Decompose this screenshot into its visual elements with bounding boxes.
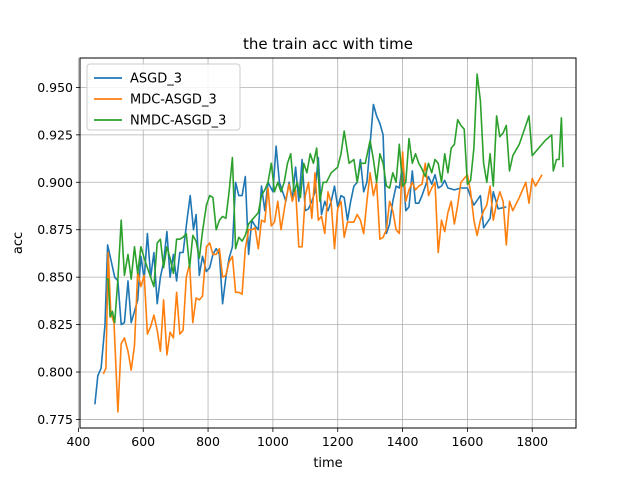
y-tick-label: 0.825 [37,317,73,332]
y-axis-ticks: 0.775 0.800 0.825 0.850 0.875 0.900 0.925 0.950 [37,80,80,427]
x-tick-label: 1200 [322,434,354,449]
x-axis-ticks: 400 600 800 1000 1200 1400 1600 1800 [66,428,548,449]
y-tick-label: 0.775 [37,412,73,427]
legend-label: MDC-ASGD_3 [130,93,217,108]
plot-frame [79,57,577,429]
y-tick-label: 0.800 [37,365,73,380]
x-tick-label: 400 [66,434,90,449]
y-tick-label: 0.875 [37,222,73,237]
series-line-nmdc-asgd-3 [105,73,564,324]
x-tick-label: 1000 [257,434,289,449]
series-line-asgd-3 [94,103,507,405]
y-axis-label: acc [11,232,26,254]
legend-box [86,63,241,131]
legend-label: ASGD_3 [130,72,182,87]
x-axis-label: time [313,456,342,471]
y-tick-label: 0.925 [37,127,73,142]
legend: ASGD_3 MDC-ASGD_3 NMDC-ASGD_3 [86,63,241,131]
series-line-mdc-asgd-3 [102,151,543,413]
x-tick-label: 1800 [516,434,548,449]
y-tick-label: 0.850 [37,270,73,285]
x-tick-label: 800 [196,434,220,449]
x-tick-label: 1400 [387,434,419,449]
legend-label: NMDC-ASGD_3 [130,114,226,129]
x-tick-label: 1600 [451,434,483,449]
series-lines [94,73,564,413]
y-tick-label: 0.950 [37,80,73,95]
y-tick-label: 0.900 [37,175,73,190]
chart-title: the train acc with time [243,35,413,53]
x-tick-label: 600 [131,434,155,449]
